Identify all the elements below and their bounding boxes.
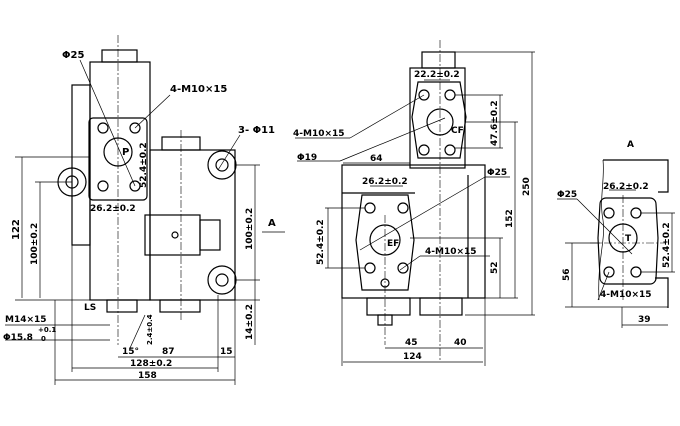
view-a-t-diameter: Φ25	[557, 190, 577, 200]
front-cf-spacing-h: 22.2±0.2	[414, 70, 460, 80]
side-port-p-spacing-h: 26.2±0.2	[90, 204, 136, 214]
side-dim-128: 128±0.2	[130, 359, 172, 369]
view-a-t-spacing-v: 52.4±0.2	[662, 222, 672, 268]
side-height-right-holes: 100±0.2	[245, 208, 255, 250]
side-ls-bore-tol-upper: +0.1	[38, 326, 56, 334]
side-mount-holes: 3- Φ11	[238, 125, 275, 136]
view-a-dim-39: 39	[638, 315, 651, 325]
front-cf-thread: 4-M10×15	[293, 129, 345, 139]
side-angle: 15°	[122, 347, 139, 357]
front-view: 22.2±0.2 4-M10×15 Φ19 CF 47.6±0.2 64 26.…	[293, 40, 535, 366]
view-a-dim-56: 56	[562, 268, 572, 281]
side-ls-thread: M14×15	[5, 315, 47, 325]
front-ef-thread: 4-M10×15	[425, 247, 477, 257]
front-dim-124: 124	[403, 352, 422, 362]
side-view-arrow: A	[268, 218, 276, 229]
side-port-p-spacing-v: 52.4±0.2	[139, 142, 149, 188]
view-a-t-label: T	[625, 234, 632, 244]
side-height-ear: 100±0.2	[30, 223, 40, 265]
front-dim-45: 45	[405, 338, 418, 348]
view-a: A Φ25 26.2±0.2 T 52.4±0.2 56 4-M10×15 39	[557, 140, 675, 328]
side-height-total: 122	[11, 219, 22, 240]
front-dim-152: 152	[505, 209, 515, 228]
view-a-t-thread: 4-M10×15	[600, 290, 652, 300]
side-ls-bore: Φ15.8	[3, 333, 33, 343]
side-port-p-diameter: Φ25	[62, 50, 84, 61]
side-port-p-label: P	[122, 147, 129, 158]
front-cf-spacing-v: 47.6±0.2	[490, 100, 500, 146]
front-ef-spacing-v: 52.4±0.2	[316, 219, 326, 265]
side-dim-15: 15	[220, 347, 233, 357]
front-ef-label: EF	[387, 239, 399, 249]
side-offset-bottom: 14±0.2	[245, 304, 255, 340]
front-dim-52: 52	[490, 261, 500, 274]
side-thread-p: 4-M10×15	[170, 84, 227, 95]
side-dim-87: 87	[162, 347, 175, 357]
front-cf-diameter: Φ19	[297, 153, 317, 163]
view-a-t-spacing-h: 26.2±0.2	[603, 182, 649, 192]
side-ls-bore-tol-lower: 0	[41, 335, 46, 343]
front-cf-label: CF	[451, 126, 464, 136]
side-dim-158: 158	[138, 371, 157, 381]
front-dim-250: 250	[522, 177, 532, 196]
front-ef-spacing-h: 26.2±0.2	[362, 177, 408, 187]
side-ls-label: LS	[84, 303, 96, 313]
front-dim-64: 64	[370, 154, 383, 164]
side-ls-depth: 2.4±0.4	[146, 314, 154, 345]
side-view: Φ25 4-M10×15 3- Φ11 P 52.4±0.2 26.2±0.2 …	[3, 35, 285, 385]
front-ef-diameter: Φ25	[487, 168, 507, 178]
view-a-title: A	[627, 140, 634, 150]
front-dim-40: 40	[454, 338, 467, 348]
